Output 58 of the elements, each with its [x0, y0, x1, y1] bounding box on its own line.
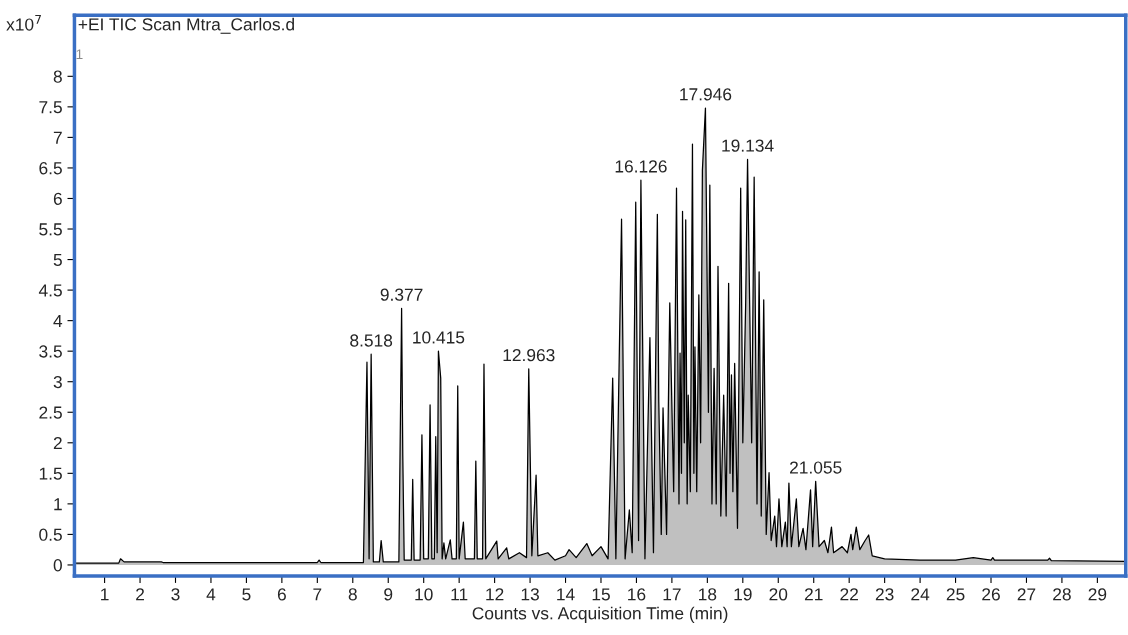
y-tick-label: 1.5: [39, 467, 62, 480]
annotation: 12.963: [503, 349, 555, 362]
y-tick-label: 0.5: [39, 528, 62, 541]
x-tick-label: 28: [1053, 588, 1071, 601]
y-tick-label: 6.5: [39, 162, 62, 175]
x-tick-label: 16: [628, 588, 646, 601]
x-tick-label: 25: [946, 588, 965, 601]
x-tick-label: 27: [1017, 588, 1036, 601]
annotation: 1: [76, 49, 83, 59]
annotation: 10.415: [413, 331, 465, 344]
x-tick-label: 21: [804, 588, 823, 601]
y-tick-label: 8: [53, 70, 62, 83]
x-tick-label: 3: [171, 588, 180, 601]
x-tick-label: 4: [206, 588, 216, 601]
x-tick-label: 26: [982, 588, 1000, 601]
x-tick-label: 22: [840, 588, 858, 601]
x-tick-label: 20: [769, 588, 788, 601]
x-tick-label: 13: [521, 588, 539, 601]
x-tick-label: 19: [734, 588, 752, 601]
x-tick-label: 24: [911, 588, 930, 601]
y-tick-label: 4.5: [38, 284, 62, 297]
x-tick-label: 2: [136, 588, 144, 601]
annotation: 21.055: [790, 461, 842, 474]
y-tick-label: 5.5: [39, 223, 62, 236]
chart-title: +EI TIC Scan Mtra_Carlos.d: [78, 17, 294, 34]
y-tick-label: 2.5: [39, 406, 62, 419]
y-tick-label: 0: [53, 559, 62, 572]
annotation: 17.946: [680, 88, 732, 101]
annotation: 9.377: [380, 288, 423, 301]
annotation: 8.518: [350, 334, 393, 347]
x-tick-label: 14: [557, 588, 575, 601]
x-tick-label: 1: [101, 588, 109, 601]
x-tick-label: 7: [313, 588, 322, 601]
x-tick-label: 23: [875, 588, 894, 601]
y-tick-label: 3.5: [39, 345, 62, 358]
y-tick-label: 2: [53, 436, 62, 450]
y-tick-label: 4: [53, 314, 63, 327]
x-axis-title: Counts vs. Acquisition Time (min): [472, 606, 728, 623]
x-tick-label: 5: [242, 588, 251, 601]
x-tick-label: 18: [699, 588, 717, 601]
y-tick-label: 6: [53, 192, 62, 205]
x-tick-label: 29: [1088, 588, 1107, 601]
x-tick-label: 9: [384, 588, 393, 601]
annotation: 16.126: [615, 160, 667, 173]
y-tick-label: 7: [53, 131, 62, 144]
x-tick-label: 15: [592, 588, 610, 601]
x-tick-label: 10: [415, 588, 433, 601]
x-tick-label: 17: [663, 588, 681, 601]
x-tick-label: 12: [486, 588, 504, 601]
y-tick-label: 1: [54, 498, 62, 511]
y-tick-label: 7.5: [39, 101, 62, 114]
y-tick-label: 3: [53, 375, 62, 389]
y-axis-title: x10$^{7}$: [6, 15, 41, 31]
annotation: 19.134: [722, 139, 774, 152]
y-tick-label: 5: [53, 253, 62, 267]
x-tick-label: 11: [451, 588, 468, 601]
x-tick-label: 6: [277, 588, 286, 601]
x-tick-label: 8: [348, 588, 357, 601]
